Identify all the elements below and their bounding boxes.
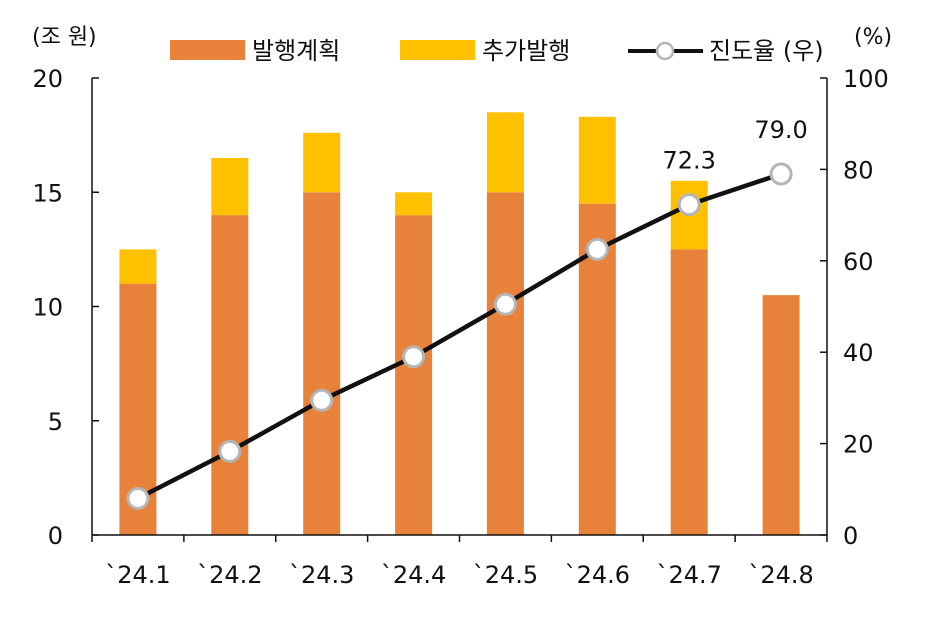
left-tick-label: 10 — [32, 294, 63, 322]
bar-extra-4 — [395, 192, 433, 216]
bar-plan-7 — [670, 249, 708, 535]
bar-plan-4 — [395, 215, 433, 535]
bar-extra-1 — [119, 249, 157, 284]
legend-label-extra: 추가발행 — [482, 37, 570, 65]
x-tick-label: `24.1 — [105, 561, 170, 589]
progress-point-5 — [493, 292, 517, 316]
line-layer — [126, 162, 793, 510]
legend-swatch-plan — [170, 40, 245, 60]
x-tick-label: `24.8 — [748, 561, 813, 589]
left-tick-label: 5 — [48, 408, 63, 436]
progress-point-2 — [218, 439, 242, 463]
x-tick-label: `24.2 — [197, 561, 262, 589]
legend-marker-progress — [655, 41, 675, 61]
left-tick-label: 20 — [32, 65, 63, 93]
left-tick-label: 0 — [48, 522, 63, 550]
progress-data-label: 79.0 — [754, 116, 807, 144]
x-tick-label: `24.6 — [565, 561, 630, 589]
right-tick-label: 0 — [843, 522, 858, 550]
progress-point-7 — [677, 193, 701, 217]
bar-extra-5 — [486, 112, 524, 193]
right-tick-label: 100 — [843, 65, 889, 93]
progress-data-label: 72.3 — [662, 147, 715, 175]
bar-plan-5 — [486, 192, 524, 536]
legend-swatch-extra — [400, 40, 475, 60]
labels-layer: 72.3 79.0 — [662, 116, 807, 175]
legend: 발행계획 추가발행 진도율 (우) — [170, 37, 824, 65]
left-axis-unit-label: (조 원) — [32, 25, 97, 50]
axes-layer: 0 5 10 15 20 0 20 40 60 80 100 `24.1 `24.2 `24.3 `24.4… — [32, 65, 888, 589]
bar-plan-2 — [211, 215, 249, 535]
x-tick-label: `24.3 — [289, 561, 354, 589]
bars-layer — [119, 112, 800, 536]
progress-line — [136, 171, 782, 501]
bar-extra-6 — [578, 116, 616, 204]
right-tick-label: 40 — [843, 339, 874, 367]
x-tick-label: `24.4 — [381, 561, 446, 589]
bar-plan-3 — [303, 192, 341, 536]
x-tick-label: `24.5 — [473, 561, 538, 589]
right-tick-label: 80 — [843, 156, 874, 184]
progress-point-1 — [126, 486, 150, 510]
progress-point-3 — [310, 388, 334, 412]
right-tick-label: 60 — [843, 248, 874, 276]
progress-point-4 — [402, 345, 426, 369]
legend-label-plan: 발행계획 — [252, 37, 340, 65]
progress-point-8 — [769, 162, 793, 186]
bar-extra-3 — [303, 132, 341, 193]
bar-extra-2 — [211, 158, 249, 216]
x-tick-label: `24.7 — [656, 561, 721, 589]
bar-plan-8 — [762, 295, 800, 535]
left-tick-label: 15 — [32, 179, 63, 207]
progress-point-6 — [585, 237, 609, 261]
right-tick-label: 20 — [843, 431, 874, 459]
right-axis-unit-label: (%) — [854, 25, 892, 50]
legend-label-progress: 진도율 (우) — [709, 37, 824, 65]
